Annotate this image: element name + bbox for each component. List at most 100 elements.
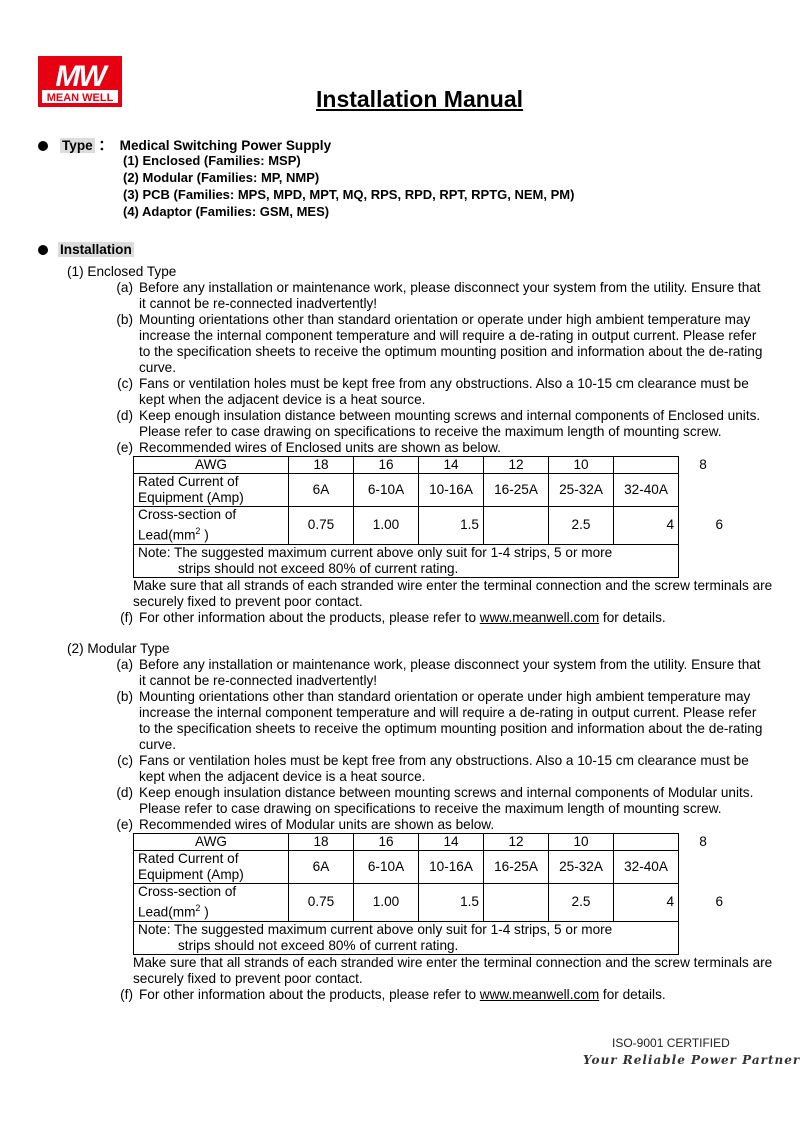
table-cell: 18 bbox=[288, 833, 354, 851]
table-cell: 1.5 bbox=[418, 883, 484, 922]
note-line: strips should not exceed 80% of current … bbox=[178, 937, 459, 953]
table-cell: 8 bbox=[699, 834, 707, 849]
page-title: Installation Manual bbox=[316, 86, 524, 112]
list-item: (e) Recommended wires of Enclosed units a… bbox=[67, 440, 767, 456]
table-cell: 14 bbox=[418, 833, 484, 851]
table-cell: 4 bbox=[613, 506, 679, 545]
list-item: (c) Fans or ventilation holes must be kep… bbox=[67, 376, 767, 408]
table-cell: AWG bbox=[133, 833, 289, 851]
item-label: (b) bbox=[116, 689, 133, 704]
meanwell-link[interactable]: www.meanwell.com bbox=[479, 609, 600, 625]
table-cell: 12 bbox=[483, 456, 549, 474]
installation-label: Installation bbox=[58, 242, 134, 257]
item-text: Mounting orientations other than standar… bbox=[139, 312, 763, 375]
type-item: (1) Enclosed (Families: MSP) bbox=[123, 153, 301, 168]
table-cell bbox=[679, 921, 728, 954]
list-item: (d) Keep enough insulation distance betwe… bbox=[67, 785, 767, 817]
superscript: 2 bbox=[195, 526, 201, 536]
wire-table: AWG 18 16 14 12 10 8 Rated Current of Eq… bbox=[133, 456, 728, 578]
superscript: 2 bbox=[195, 903, 201, 913]
note-line: Note: The suggested maximum current abov… bbox=[138, 544, 613, 560]
item-text: Mounting orientations other than standar… bbox=[139, 689, 763, 752]
table-note: Note: The suggested maximum current abov… bbox=[133, 543, 679, 578]
item-label: (c) bbox=[117, 376, 133, 391]
meanwell-link[interactable]: www.meanwell.com bbox=[479, 986, 600, 1002]
table-cell: 2.5 bbox=[548, 506, 614, 545]
table-cell bbox=[483, 883, 549, 922]
item-label: (e) bbox=[116, 817, 133, 832]
table-cell: 16-25A bbox=[483, 473, 549, 507]
cross-label-end: ) bbox=[200, 904, 209, 920]
item-label: (c) bbox=[117, 753, 133, 768]
table-cell: 6 bbox=[715, 517, 723, 533]
table-cell: 16-25A bbox=[483, 850, 549, 884]
item-label: (a) bbox=[116, 280, 133, 295]
table-cell bbox=[679, 544, 728, 577]
table-cell: 16 bbox=[353, 456, 419, 474]
item-label: (a) bbox=[116, 657, 133, 672]
item-label: (d) bbox=[116, 785, 133, 800]
list-item: (e) Recommended wires of Modular units ar… bbox=[67, 817, 767, 833]
item-text: Fans or ventilation holes must be kept f… bbox=[139, 753, 749, 784]
section-heading: (2) Modular Type bbox=[67, 641, 170, 656]
list-item: (b) Mounting orientations other than stan… bbox=[67, 312, 767, 376]
iso-certified: ISO-9001 CERTIFIED bbox=[612, 1036, 730, 1050]
wire-instructions: Make sure that all strands of each stran… bbox=[133, 577, 773, 609]
table-cell: 0.75 bbox=[288, 506, 354, 545]
list-item: (d) Keep enough insulation distance betwe… bbox=[67, 408, 767, 440]
table-cell: Cross-section of Lead(mm2 ) bbox=[133, 506, 289, 545]
installation-heading: Installation bbox=[58, 242, 134, 258]
table-cell bbox=[679, 851, 728, 884]
item-text: Before any installation or maintenance w… bbox=[139, 657, 761, 688]
table-row: Cross-section of Lead(mm2 ) 0.75 1.00 1.… bbox=[133, 506, 728, 545]
table-cell: 4 bbox=[613, 883, 679, 922]
table-row: Rated Current of Equipment (Amp) 6A 6-10… bbox=[133, 850, 728, 884]
cross-label: Cross-section of Lead(mm bbox=[138, 884, 237, 920]
table-row: Cross-section of Lead(mm2 ) 0.75 1.00 1.… bbox=[133, 883, 728, 922]
table-cell bbox=[613, 833, 679, 851]
item-text: Recommended wires of Modular units are s… bbox=[139, 817, 495, 832]
section-modular: (2) Modular Type (a) Before any installat… bbox=[67, 641, 772, 1003]
cross-label-end: ) bbox=[200, 527, 209, 543]
table-row: Note: The suggested maximum current abov… bbox=[133, 920, 728, 955]
item-text: Fans or ventilation holes must be kept f… bbox=[139, 376, 749, 407]
table-cell: Rated Current of Equipment (Amp) bbox=[133, 473, 289, 507]
type-item: (4) Adaptor (Families: GSM, MES) bbox=[123, 204, 330, 219]
item-text: Keep enough insulation distance between … bbox=[139, 408, 761, 439]
table-cell: 6A bbox=[288, 850, 354, 884]
table-cell: 14 bbox=[418, 456, 484, 474]
item-text: For other information about the products… bbox=[133, 610, 767, 626]
table-cell: 6-10A bbox=[353, 473, 419, 507]
type-colon: ： bbox=[98, 138, 113, 153]
item-text: Keep enough insulation distance between … bbox=[139, 785, 754, 816]
text: for details. bbox=[599, 986, 666, 1002]
table-cell: 10-16A bbox=[418, 850, 484, 884]
mean-well-logo: MW MEAN WELL bbox=[38, 56, 122, 107]
table-cell: Rated Current of Equipment (Amp) bbox=[133, 850, 289, 884]
slogan: Your Reliable Power Partner bbox=[583, 1053, 801, 1067]
table-cell: 32-40A bbox=[613, 473, 679, 507]
svg-text:MW: MW bbox=[55, 60, 109, 93]
svg-text:MEAN WELL: MEAN WELL bbox=[47, 92, 114, 104]
section-enclosed: (1) Enclosed Type (a) Before any installa… bbox=[67, 264, 772, 626]
item-text: Recommended wires of Enclosed units are … bbox=[139, 440, 501, 455]
text: For other information about the products… bbox=[139, 609, 480, 625]
type-item: (3) PCB (Families: MPS, MPD, MPT, MQ, RP… bbox=[123, 187, 575, 202]
note-line: Note: The suggested maximum current abov… bbox=[138, 921, 613, 937]
bullet-icon bbox=[38, 141, 48, 151]
table-cell: 25-32A bbox=[548, 850, 614, 884]
item-label: (f) bbox=[120, 609, 133, 625]
list-item: (b) Mounting orientations other than stan… bbox=[67, 689, 767, 753]
section-heading: (1) Enclosed Type bbox=[67, 264, 177, 279]
table-cell: 10-16A bbox=[418, 473, 484, 507]
table-row: Note: The suggested maximum current abov… bbox=[133, 543, 728, 578]
bullet-icon bbox=[38, 245, 48, 255]
table-cell: Cross-section of Lead(mm2 ) bbox=[133, 883, 289, 922]
type-list: (1) Enclosed (Families: MSP) (2) Modular… bbox=[123, 153, 574, 221]
table-cell: 1.00 bbox=[353, 506, 419, 545]
table-cell: 6A bbox=[288, 473, 354, 507]
table-cell: 6 bbox=[715, 894, 723, 910]
table-note: Note: The suggested maximum current abov… bbox=[133, 920, 679, 955]
type-row: Type ： Medical Switching Power Supply bbox=[60, 138, 331, 154]
